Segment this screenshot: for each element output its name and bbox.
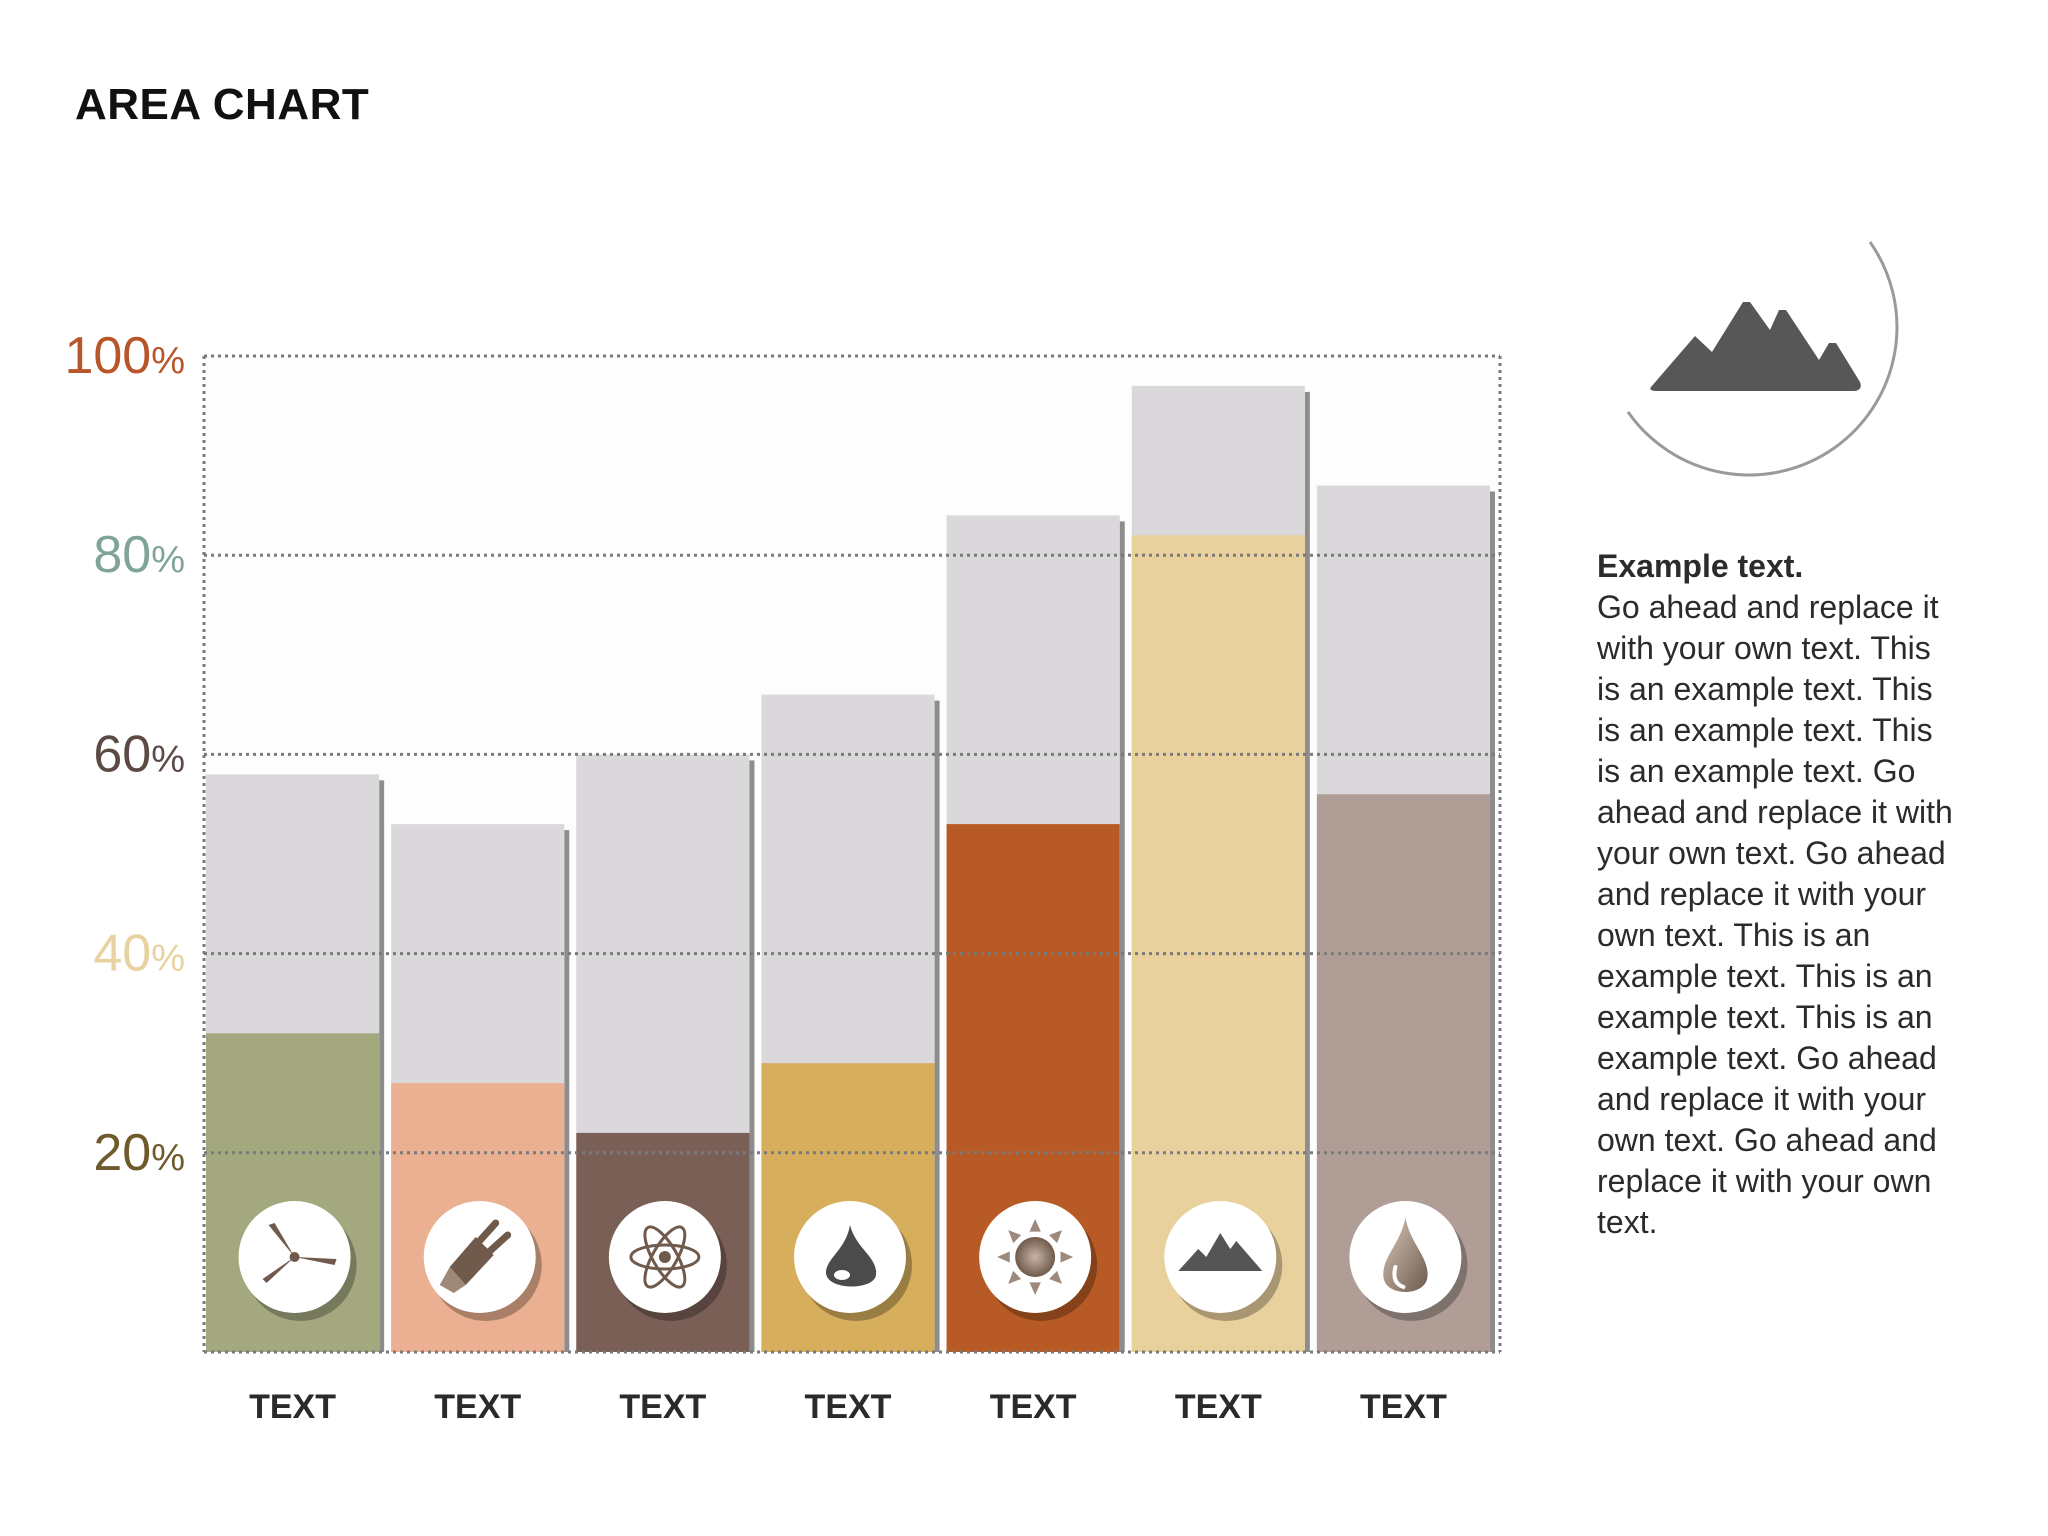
y-tick-label: 60% (93, 725, 185, 783)
bar-shadow (1119, 521, 1125, 1352)
plug-icon (439, 1219, 512, 1293)
atom-icon (629, 1225, 701, 1289)
bar-shadow (1304, 391, 1310, 1352)
side-text-body: Go ahead and replace it with your own te… (1597, 589, 1953, 1240)
x-tick-label: TEXT (619, 1388, 706, 1426)
x-tick-label: TEXT (1360, 1388, 1447, 1426)
y-tick-label: 20% (93, 1124, 185, 1182)
x-tick-label: TEXT (805, 1388, 892, 1426)
x-tick-label: TEXT (1175, 1388, 1262, 1426)
oil-drop-icon (825, 1225, 877, 1287)
bar-shadow (934, 700, 940, 1352)
mountain-icon (1650, 302, 1861, 391)
water-drop-icon (1383, 1217, 1428, 1292)
y-tick-label: 40% (93, 925, 185, 983)
x-tick-label: TEXT (434, 1388, 521, 1426)
wind-turbine-icon (262, 1223, 337, 1283)
side-text-heading: Example text. (1597, 548, 1804, 584)
y-tick-label: 80% (93, 526, 185, 584)
mountain-icon (1178, 1233, 1263, 1271)
bar-shadow (1490, 491, 1495, 1353)
bar-shadow (564, 830, 570, 1352)
chart-title: AREA CHART (75, 80, 370, 129)
sun-icon (997, 1219, 1074, 1295)
y-tick-label: 100% (64, 327, 185, 385)
x-tick-label: TEXT (249, 1388, 336, 1426)
side-text-block: Example text. Go ahead and replace it wi… (1597, 546, 1957, 1243)
bar-shadow (379, 780, 385, 1352)
side-circle-arc (1626, 241, 1899, 477)
side-mountain-group (1626, 241, 1899, 477)
x-tick-label: TEXT (990, 1388, 1077, 1426)
bar-shadow (749, 760, 755, 1352)
